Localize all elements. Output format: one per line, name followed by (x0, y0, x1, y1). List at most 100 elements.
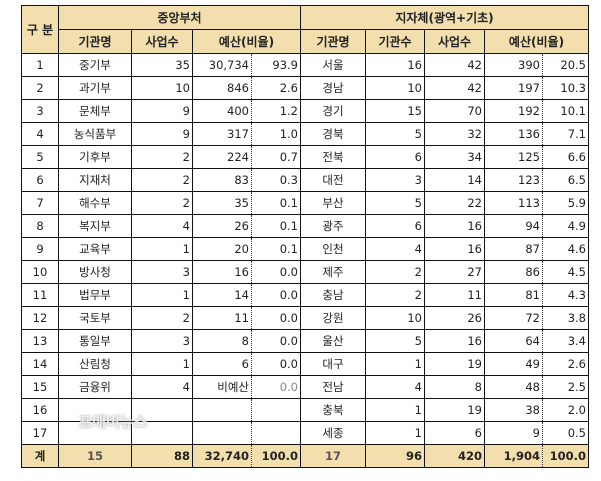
table-row: 12 국토부 2 11 0.0 강원 10 26 72 3.8 (21, 306, 589, 330)
table-row: 8 복지부 4 26 0.1 광주 6 16 94 4.9 (21, 214, 589, 238)
row-number-cell: 3 (21, 99, 59, 123)
local-budget-cell: 86 (484, 260, 543, 284)
col-central-name: 기관명 (58, 29, 132, 54)
local-budget-cell: 48 (484, 375, 543, 399)
local-budget-cell: 390 (484, 53, 543, 77)
central-ratio-cell: 0.3 (251, 168, 301, 192)
local-name-cell: 광주 (300, 214, 366, 238)
local-name-cell: 강원 (300, 306, 366, 330)
central-budget-cell: 30,734 (192, 53, 252, 77)
local-name-cell: 경남 (300, 76, 366, 100)
central-name-cell: 법무부 (58, 283, 132, 307)
local-projects-cell: 27 (424, 260, 485, 284)
local-budget-cell: 64 (484, 329, 543, 353)
local-projects-cell: 8 (424, 375, 485, 399)
local-orgs-cell: 1 (365, 421, 425, 445)
local-ratio-cell: 6.6 (542, 145, 589, 169)
central-ratio-cell (251, 421, 301, 445)
central-name-cell: 기후부 (58, 145, 132, 169)
row-number-cell: 16 (21, 398, 59, 422)
row-number-cell: 11 (21, 283, 59, 307)
central-ratio-cell: 0.0 (251, 306, 301, 330)
local-ratio-cell: 0.5 (542, 421, 589, 445)
central-budget-cell: 6 (192, 352, 252, 376)
local-ratio-cell: 4.3 (542, 283, 589, 307)
total-l-ratio-cell: 100.0 (542, 444, 589, 468)
local-budget-cell: 192 (484, 99, 543, 123)
local-projects-cell: 70 (424, 99, 485, 123)
central-projects-cell: 35 (131, 53, 193, 77)
local-budget-cell: 87 (484, 237, 543, 261)
central-budget-cell: 11 (192, 306, 252, 330)
local-projects-cell: 42 (424, 76, 485, 100)
central-budget-cell: 224 (192, 145, 252, 169)
central-budget-cell: 8 (192, 329, 252, 353)
local-name-cell: 경북 (300, 122, 366, 146)
local-name-cell: 대전 (300, 168, 366, 192)
table-row: 1 중기부 35 30,734 93.9 서울 16 42 390 20.5 (21, 53, 589, 77)
total-row: 계 15 88 32,740 100.0 17 96 420 1,904 100.0 (21, 444, 589, 468)
central-ratio-cell: 0.7 (251, 145, 301, 169)
table-row: 5 기후부 2 224 0.7 전북 6 34 125 6.6 (21, 145, 589, 169)
local-projects-cell: 14 (424, 168, 485, 192)
local-ratio-cell: 2.5 (542, 375, 589, 399)
local-name-cell: 제주 (300, 260, 366, 284)
central-name-cell: 산림청 (58, 352, 132, 376)
total-c-ratio-cell: 100.0 (251, 444, 301, 468)
central-budget-cell: 400 (192, 99, 252, 123)
local-name-cell: 충북 (300, 398, 366, 422)
local-orgs-cell: 1 (365, 398, 425, 422)
central-ratio-cell: 0.1 (251, 237, 301, 261)
row-number-cell: 7 (21, 191, 59, 215)
central-budget-cell: 35 (192, 191, 252, 215)
row-number-cell: 9 (21, 237, 59, 261)
central-ratio-cell: 0.0 (251, 329, 301, 353)
local-orgs-cell: 5 (365, 122, 425, 146)
central-projects-cell: 9 (131, 99, 193, 123)
central-budget-cell (192, 398, 252, 422)
local-projects-cell: 26 (424, 306, 485, 330)
total-c-projects-cell: 88 (131, 444, 193, 468)
local-projects-cell: 34 (424, 145, 485, 169)
table-row: 17 세종 1 6 9 0.5 (21, 421, 589, 445)
col-local-orgs: 기관수 (365, 29, 425, 54)
local-name-cell: 전남 (300, 375, 366, 399)
budget-table: 구 분 중앙부처 지자체(광역+기초) 기관명 사업수 예산(비율) 기관명 기… (21, 5, 589, 468)
central-projects-cell: 10 (131, 76, 193, 100)
central-name-cell: 금융위 (58, 375, 132, 399)
col-local-budget: 예산(비율) (484, 29, 589, 54)
local-name-cell: 대구 (300, 352, 366, 376)
local-name-cell: 충남 (300, 283, 366, 307)
local-ratio-cell: 4.5 (542, 260, 589, 284)
local-orgs-cell: 2 (365, 260, 425, 284)
table-row: 3 문체부 9 400 1.2 경기 15 70 192 10.1 (21, 99, 589, 123)
local-projects-cell: 16 (424, 237, 485, 261)
col-local-name: 기관명 (300, 29, 366, 54)
central-ratio-cell: 2.6 (251, 76, 301, 100)
central-name-cell: 과기부 (58, 76, 132, 100)
local-ratio-cell: 3.8 (542, 306, 589, 330)
row-number-cell: 14 (21, 352, 59, 376)
local-projects-cell: 22 (424, 191, 485, 215)
local-orgs-cell: 10 (365, 306, 425, 330)
central-budget-cell: 16 (192, 260, 252, 284)
central-ratio-cell: 0.1 (251, 214, 301, 238)
row-number-cell: 12 (21, 306, 59, 330)
central-budget-cell: 83 (192, 168, 252, 192)
total-c-budget-cell: 32,740 (192, 444, 252, 468)
local-ratio-cell: 2.0 (542, 398, 589, 422)
local-ratio-cell: 4.6 (542, 237, 589, 261)
central-ratio-cell: 93.9 (251, 53, 301, 77)
local-group-header: 지자체(광역+기초) (300, 5, 589, 30)
central-ratio-cell: 1.0 (251, 122, 301, 146)
table-row: 10 방사청 3 16 0.0 제주 2 27 86 4.5 (21, 260, 589, 284)
central-projects-cell: 3 (131, 329, 193, 353)
central-projects-cell (131, 421, 193, 445)
table-row: 11 법무부 1 14 0.0 충남 2 11 81 4.3 (21, 283, 589, 307)
local-budget-cell: 197 (484, 76, 543, 100)
table-row: 13 통일부 3 8 0.0 울산 5 16 64 3.4 (21, 329, 589, 353)
row-number-cell: 15 (21, 375, 59, 399)
local-name-cell: 세종 (300, 421, 366, 445)
local-budget-cell: 94 (484, 214, 543, 238)
central-ratio-cell: 1.2 (251, 99, 301, 123)
